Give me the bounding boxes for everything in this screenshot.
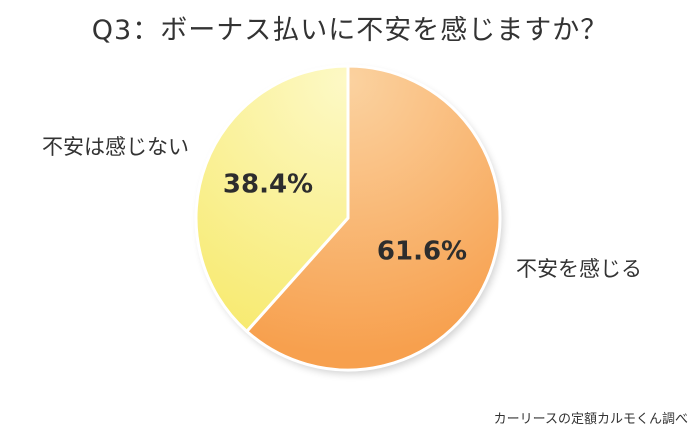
value-label-anxious: 61.6% [377, 237, 467, 267]
category-label-anxious: 不安を感じる [516, 257, 642, 281]
pie-category-labels: 不安を感じる 不安は感じない [42, 135, 642, 281]
pie-value-labels: 61.6% 38.4% [223, 170, 467, 267]
value-label-not-anxious: 38.4% [223, 170, 313, 200]
source-note: カーリースの定額カルモくん調べ [493, 412, 688, 427]
pie-slice-anxious [245, 64, 502, 372]
pie-slice-not-anxious [194, 64, 350, 333]
category-label-not-anxious: 不安は感じない [42, 135, 189, 159]
pie-slices [194, 64, 502, 372]
chart-title: Q3：ボーナス払いに不安を感じますか？ [91, 15, 609, 46]
